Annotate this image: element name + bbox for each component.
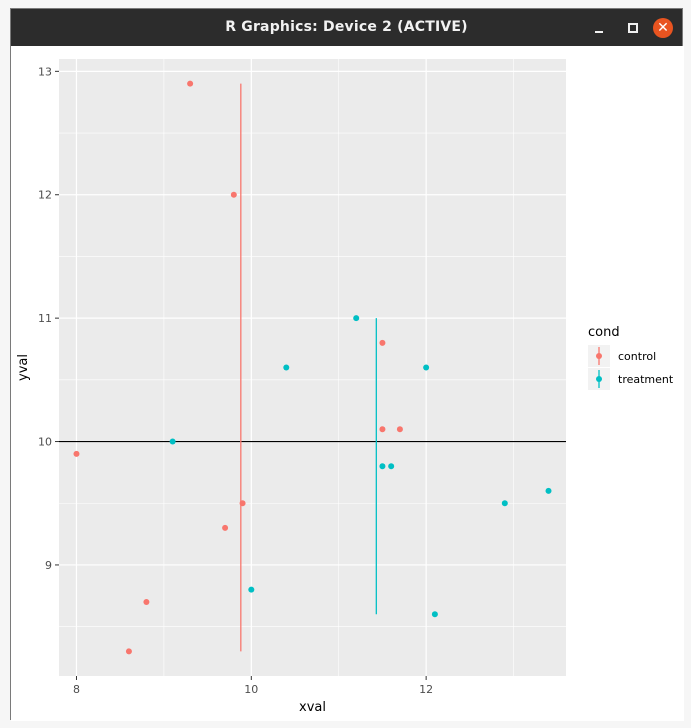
y-tick-label: 11 (38, 312, 52, 325)
x-tick-label: 8 (73, 683, 80, 696)
close-icon: ✕ (657, 20, 669, 36)
y-axis-label: yval (16, 354, 31, 381)
data-point-control (379, 339, 386, 346)
close-button[interactable]: ✕ (653, 18, 673, 38)
data-point-control (222, 524, 229, 531)
data-point-control (239, 500, 246, 507)
minimize-button[interactable] (589, 18, 609, 38)
scatter-chart: 8 10 12 9 10 11 12 13 xval yval cond control tre… (16, 59, 674, 715)
legend-key-point (596, 376, 602, 382)
x-tick-label: 12 (419, 683, 433, 696)
y-tick-label: 9 (45, 559, 52, 572)
data-point-control (187, 80, 194, 87)
grid-minor (59, 59, 566, 676)
legend-label-treatment: treatment (618, 373, 674, 386)
r-graphics-window: R Graphics: Device 2 (ACTIVE) ✕ 8 10 12 9 1… (10, 8, 684, 721)
legend: cond control treatment (588, 325, 674, 390)
data-point-treatment (353, 315, 360, 322)
data-point-control (379, 426, 386, 433)
legend-title: cond (588, 325, 620, 340)
legend-label-control: control (618, 350, 656, 363)
data-point-control (73, 450, 80, 457)
y-tick-label: 10 (38, 436, 52, 449)
data-point-treatment (545, 487, 552, 494)
range-lines (240, 83, 377, 652)
plot-area: 8 10 12 9 10 11 12 13 xval yval cond control tre… (11, 46, 684, 721)
data-point-control (143, 598, 150, 605)
data-point-treatment (388, 463, 395, 470)
data-point-treatment (501, 500, 508, 507)
data-point-treatment (431, 611, 438, 618)
data-point-control (230, 191, 237, 198)
x-tick-label: 10 (244, 683, 258, 696)
data-point-treatment (169, 438, 176, 445)
maximize-icon (628, 23, 638, 33)
data-point-treatment (248, 586, 255, 593)
data-point-treatment (423, 364, 430, 371)
data-points (73, 80, 552, 655)
window-title: R Graphics: Device 2 (ACTIVE) (225, 19, 468, 35)
minimize-icon (595, 30, 603, 33)
legend-key-point (596, 353, 602, 359)
y-tick-label: 12 (38, 189, 52, 202)
y-axis: 9 10 11 12 13 (38, 65, 59, 572)
x-axis: 8 10 12 (73, 676, 433, 696)
data-point-treatment (379, 463, 386, 470)
data-point-control (396, 426, 403, 433)
y-tick-label: 13 (38, 65, 52, 78)
plot-panel (59, 59, 566, 676)
data-point-control (125, 648, 132, 655)
data-point-treatment (283, 364, 290, 371)
maximize-button[interactable] (623, 18, 643, 38)
title-bar[interactable]: R Graphics: Device 2 (ACTIVE) ✕ (11, 9, 682, 46)
x-axis-label: xval (299, 700, 326, 715)
